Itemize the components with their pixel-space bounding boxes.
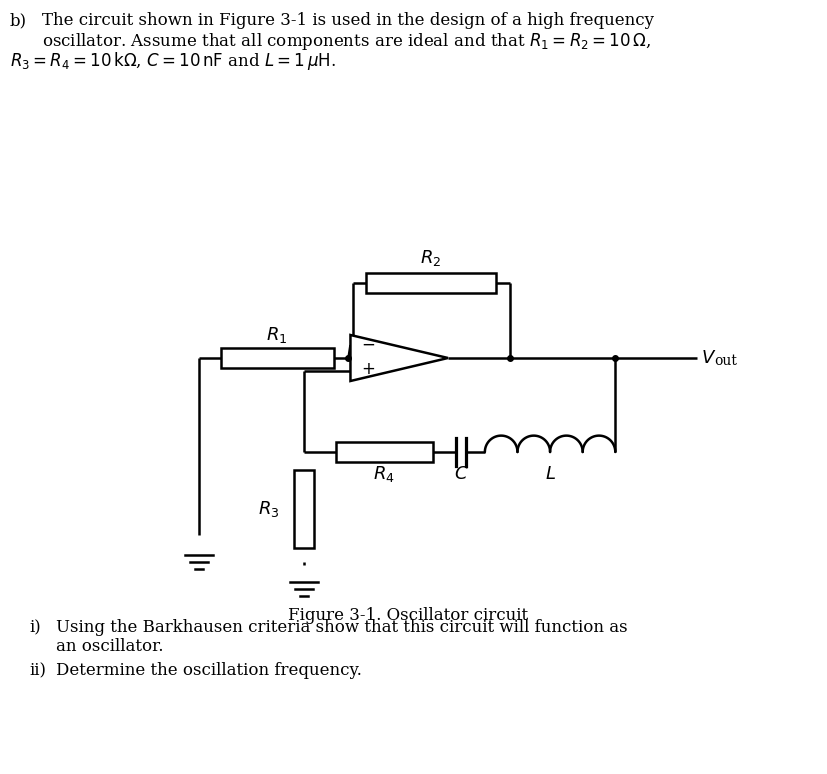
Bar: [294, 470, 313, 548]
Text: Figure 3-1. Oscillator circuit: Figure 3-1. Oscillator circuit: [288, 607, 528, 624]
Text: The circuit shown in Figure 3-1 is used in the design of a high frequency: The circuit shown in Figure 3-1 is used …: [42, 12, 654, 29]
Text: an oscillator.: an oscillator.: [55, 638, 163, 655]
Text: $R_3 = R_4 = 10\,\mathrm{k\Omega}$, $C = 10\,\mathrm{nF}$ and $L = 1\,\mu\mathrm: $R_3 = R_4 = 10\,\mathrm{k\Omega}$, $C =…: [10, 50, 336, 72]
Polygon shape: [351, 335, 448, 381]
Text: Determine the oscillation frequency.: Determine the oscillation frequency.: [55, 662, 361, 679]
Text: oscillator. Assume that all components are ideal and that $R_1 = R_2 = 10\,\Omeg: oscillator. Assume that all components a…: [42, 31, 651, 52]
Text: $R_3$: $R_3$: [258, 499, 280, 519]
Text: i): i): [30, 619, 41, 636]
Text: $R_2$: $R_2$: [420, 248, 442, 268]
Text: $L$: $L$: [545, 465, 556, 483]
Text: $-$: $-$: [361, 335, 375, 352]
Text: $V$: $V$: [701, 349, 716, 367]
Bar: [336, 442, 433, 462]
Text: b): b): [10, 12, 27, 29]
Text: $+$: $+$: [361, 361, 375, 378]
Text: out: out: [714, 354, 737, 368]
Bar: [221, 348, 333, 368]
Bar: [366, 273, 496, 293]
Text: $C$: $C$: [454, 465, 468, 483]
Text: $R_4$: $R_4$: [374, 464, 395, 484]
Text: ii): ii): [30, 662, 47, 679]
Text: Using the Barkhausen criteria show that this circuit will function as: Using the Barkhausen criteria show that …: [55, 619, 628, 636]
Text: $R_1$: $R_1$: [266, 325, 288, 345]
